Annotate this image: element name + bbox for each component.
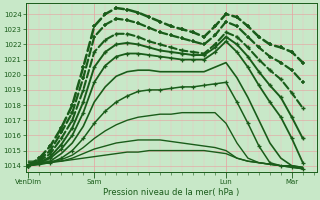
X-axis label: Pression niveau de la mer( hPa ): Pression niveau de la mer( hPa ) — [103, 188, 239, 197]
